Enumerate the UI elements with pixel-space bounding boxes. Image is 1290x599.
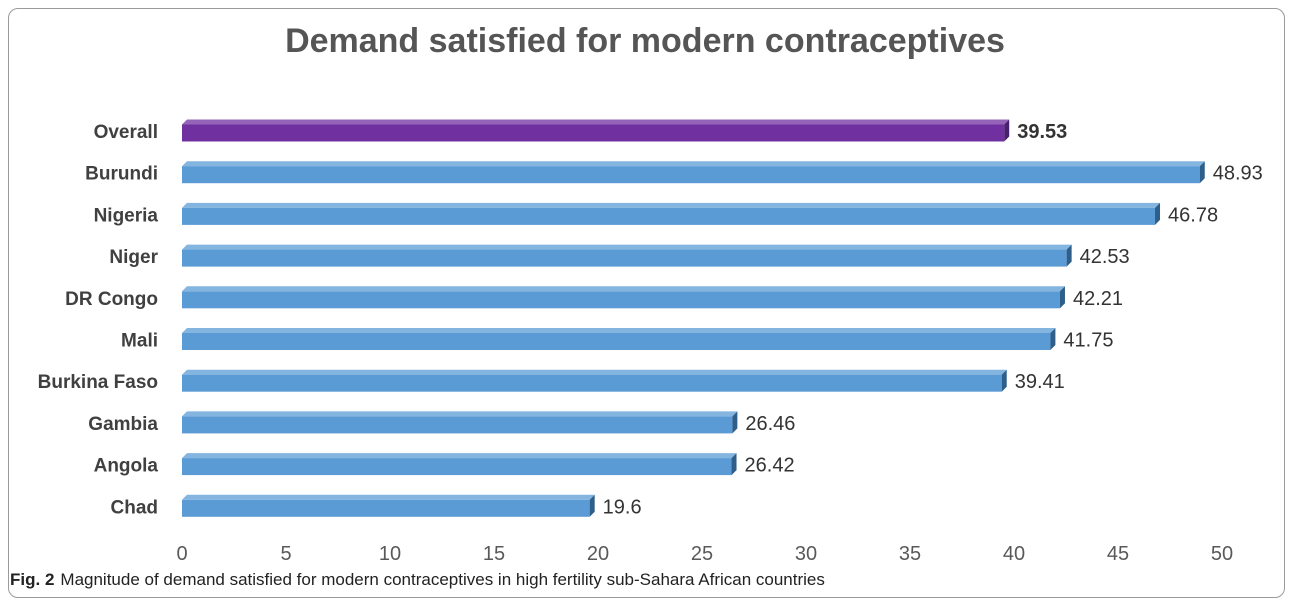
value-label: 26.42 — [745, 455, 795, 477]
bar-front-face — [182, 416, 733, 434]
x-tick-label: 5 — [280, 543, 291, 565]
bar-top-face — [182, 369, 1007, 375]
x-tick-label: 25 — [691, 543, 713, 565]
chart-title: Demand satisfied for modern contraceptiv… — [285, 22, 1005, 60]
bar-front-face — [182, 249, 1067, 267]
value-label: 48.93 — [1213, 163, 1263, 185]
bar-front-face — [182, 458, 732, 476]
value-label: 26.46 — [745, 413, 795, 435]
bar-top-face — [182, 161, 1205, 167]
bar-end-cap — [731, 453, 737, 476]
value-label: 41.75 — [1063, 330, 1113, 352]
figure-caption: Fig. 2 Magnitude of demand satisfied for … — [10, 570, 825, 590]
value-label: 39.53 — [1017, 121, 1067, 143]
bar-burkina-faso — [182, 369, 1007, 392]
bar-nigeria — [182, 202, 1161, 225]
bar-front-face — [182, 291, 1060, 309]
category-label: Nigeria — [94, 205, 159, 226]
bar-top-face — [182, 286, 1065, 292]
x-tick-label: 0 — [176, 543, 187, 565]
bar-niger — [182, 244, 1072, 267]
x-tick-label: 30 — [795, 543, 817, 565]
value-label: 42.21 — [1073, 288, 1123, 310]
bar-top-face — [182, 328, 1056, 333]
bar-mali — [182, 328, 1056, 350]
bar-end-cap — [589, 494, 595, 517]
category-label: Mali — [121, 331, 158, 352]
category-label: Angola — [94, 456, 159, 477]
bar-front-face — [182, 207, 1156, 225]
bars-group — [182, 119, 1205, 517]
caption-text: Magnitude of demand satisfied for modern… — [60, 570, 825, 589]
x-tick-label: 45 — [1107, 543, 1129, 565]
value-label: 39.41 — [1015, 371, 1065, 393]
bar-end-cap — [1059, 286, 1065, 309]
bar-angola — [182, 453, 737, 476]
bar-dr-congo — [182, 286, 1065, 309]
category-label: Burundi — [85, 164, 158, 185]
bar-end-cap — [1066, 244, 1072, 267]
x-tick-label: 15 — [483, 543, 505, 565]
bar-top-face — [182, 244, 1072, 250]
bar-front-face — [182, 374, 1002, 392]
category-label: Niger — [109, 247, 158, 268]
x-tick-label: 10 — [379, 543, 401, 565]
value-labels: 39.53 48.93 46.78 42.53 42.21 41.75 39.41 26.46… — [603, 121, 1263, 518]
bar-chad — [182, 494, 595, 517]
bar-top-face — [182, 202, 1161, 208]
bar-top-face — [182, 453, 737, 459]
category-label: Gambia — [88, 414, 158, 435]
bar-front-face — [182, 499, 590, 517]
category-label: DR Congo — [65, 289, 158, 310]
category-label: Chad — [111, 497, 159, 518]
bar-front-face — [182, 166, 1200, 184]
value-label: 46.78 — [1168, 204, 1218, 226]
bar-end-cap — [1001, 369, 1007, 392]
bar-overall — [182, 119, 1010, 142]
x-axis-ticks: 0 5 10 15 20 25 30 35 40 45 50 — [176, 543, 1233, 565]
bar-end-cap — [1004, 119, 1010, 142]
x-tick-label: 20 — [587, 543, 609, 565]
bar-end-cap — [732, 411, 738, 434]
x-tick-label: 35 — [899, 543, 921, 565]
category-label: Overall — [94, 122, 158, 143]
category-labels: Overall Burundi Nigeria Niger DR Congo Mali Bu… — [38, 122, 159, 518]
value-label: 19.6 — [603, 496, 642, 518]
bar-burundi — [182, 161, 1205, 184]
x-tick-label: 50 — [1211, 543, 1233, 565]
bar-end-cap — [1155, 202, 1161, 225]
category-label: Burkina Faso — [38, 372, 158, 393]
value-label: 42.53 — [1080, 246, 1130, 268]
bar-top-face — [182, 411, 738, 417]
chart-frame — [8, 8, 1285, 598]
bar-front-face — [182, 333, 1051, 350]
x-tick-label: 40 — [1003, 543, 1025, 565]
bar-top-face — [182, 119, 1010, 125]
bar-front-face — [182, 124, 1005, 142]
bar-end-cap — [1199, 161, 1205, 184]
figure-label: Fig. 2 — [10, 570, 55, 589]
bar-end-cap — [1050, 328, 1056, 350]
bar-top-face — [182, 494, 595, 500]
bar-gambia — [182, 411, 738, 434]
